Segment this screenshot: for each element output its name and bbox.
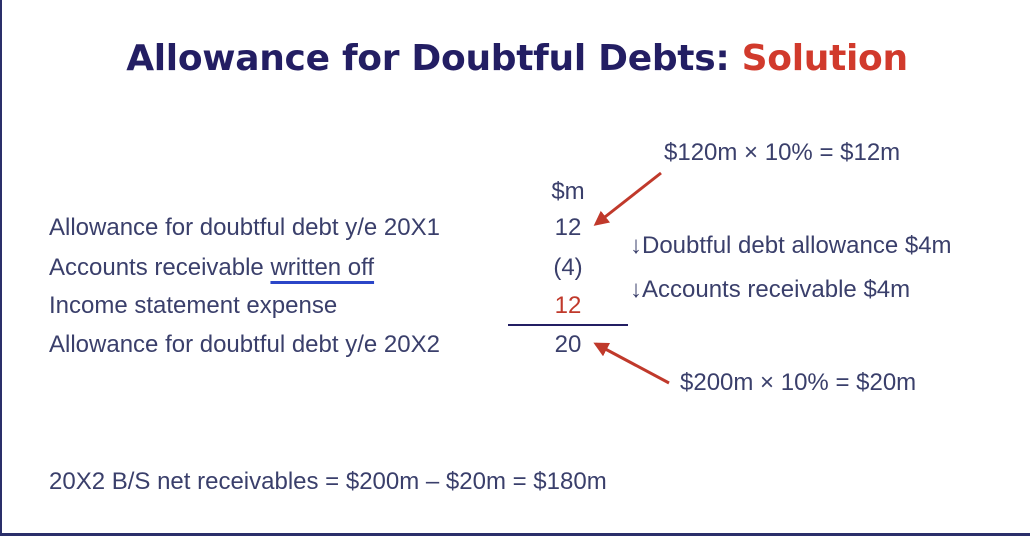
row-label-written-off-prefix: Accounts receivable — [49, 254, 271, 281]
bottom-calc-annotation: $200m × 10% = $20m — [680, 369, 917, 396]
receivable-decrease-note: ↓Accounts receivable $4m — [630, 276, 911, 303]
row-value-written-off: (4) — [553, 254, 583, 281]
row-label-allowance-20x2: Allowance for doubtful debt y/e 20X2 — [49, 331, 440, 358]
arrow-to-20 — [593, 342, 670, 385]
total-rule — [508, 324, 628, 326]
row-value-income-statement: 12 — [554, 292, 582, 319]
arrow-to-12 — [593, 171, 662, 226]
title-main: Allowance for Doubtful Debts: — [126, 38, 730, 79]
slide-title: Allowance for Doubtful Debts: Solution — [2, 38, 1030, 79]
row-value-allowance-20x1: 12 — [554, 214, 582, 241]
footer-net-receivables: 20X2 B/S net receivables = $200m – $20m … — [49, 468, 607, 495]
written-off-underlined: written off — [270, 254, 375, 281]
top-calc-annotation: $120m × 10% = $12m — [664, 139, 901, 166]
row-label-income-statement: Income statement expense — [49, 292, 338, 319]
title-accent: Solution — [741, 38, 908, 79]
row-label-written-off: Accounts receivable written off — [49, 254, 374, 282]
allowance-decrease-note: ↓Doubtful debt allowance $4m — [630, 232, 952, 259]
row-label-allowance-20x1: Allowance for doubtful debt y/e 20X1 — [49, 214, 440, 241]
column-header: $m — [551, 178, 585, 205]
row-value-allowance-20x2: 20 — [554, 331, 582, 358]
